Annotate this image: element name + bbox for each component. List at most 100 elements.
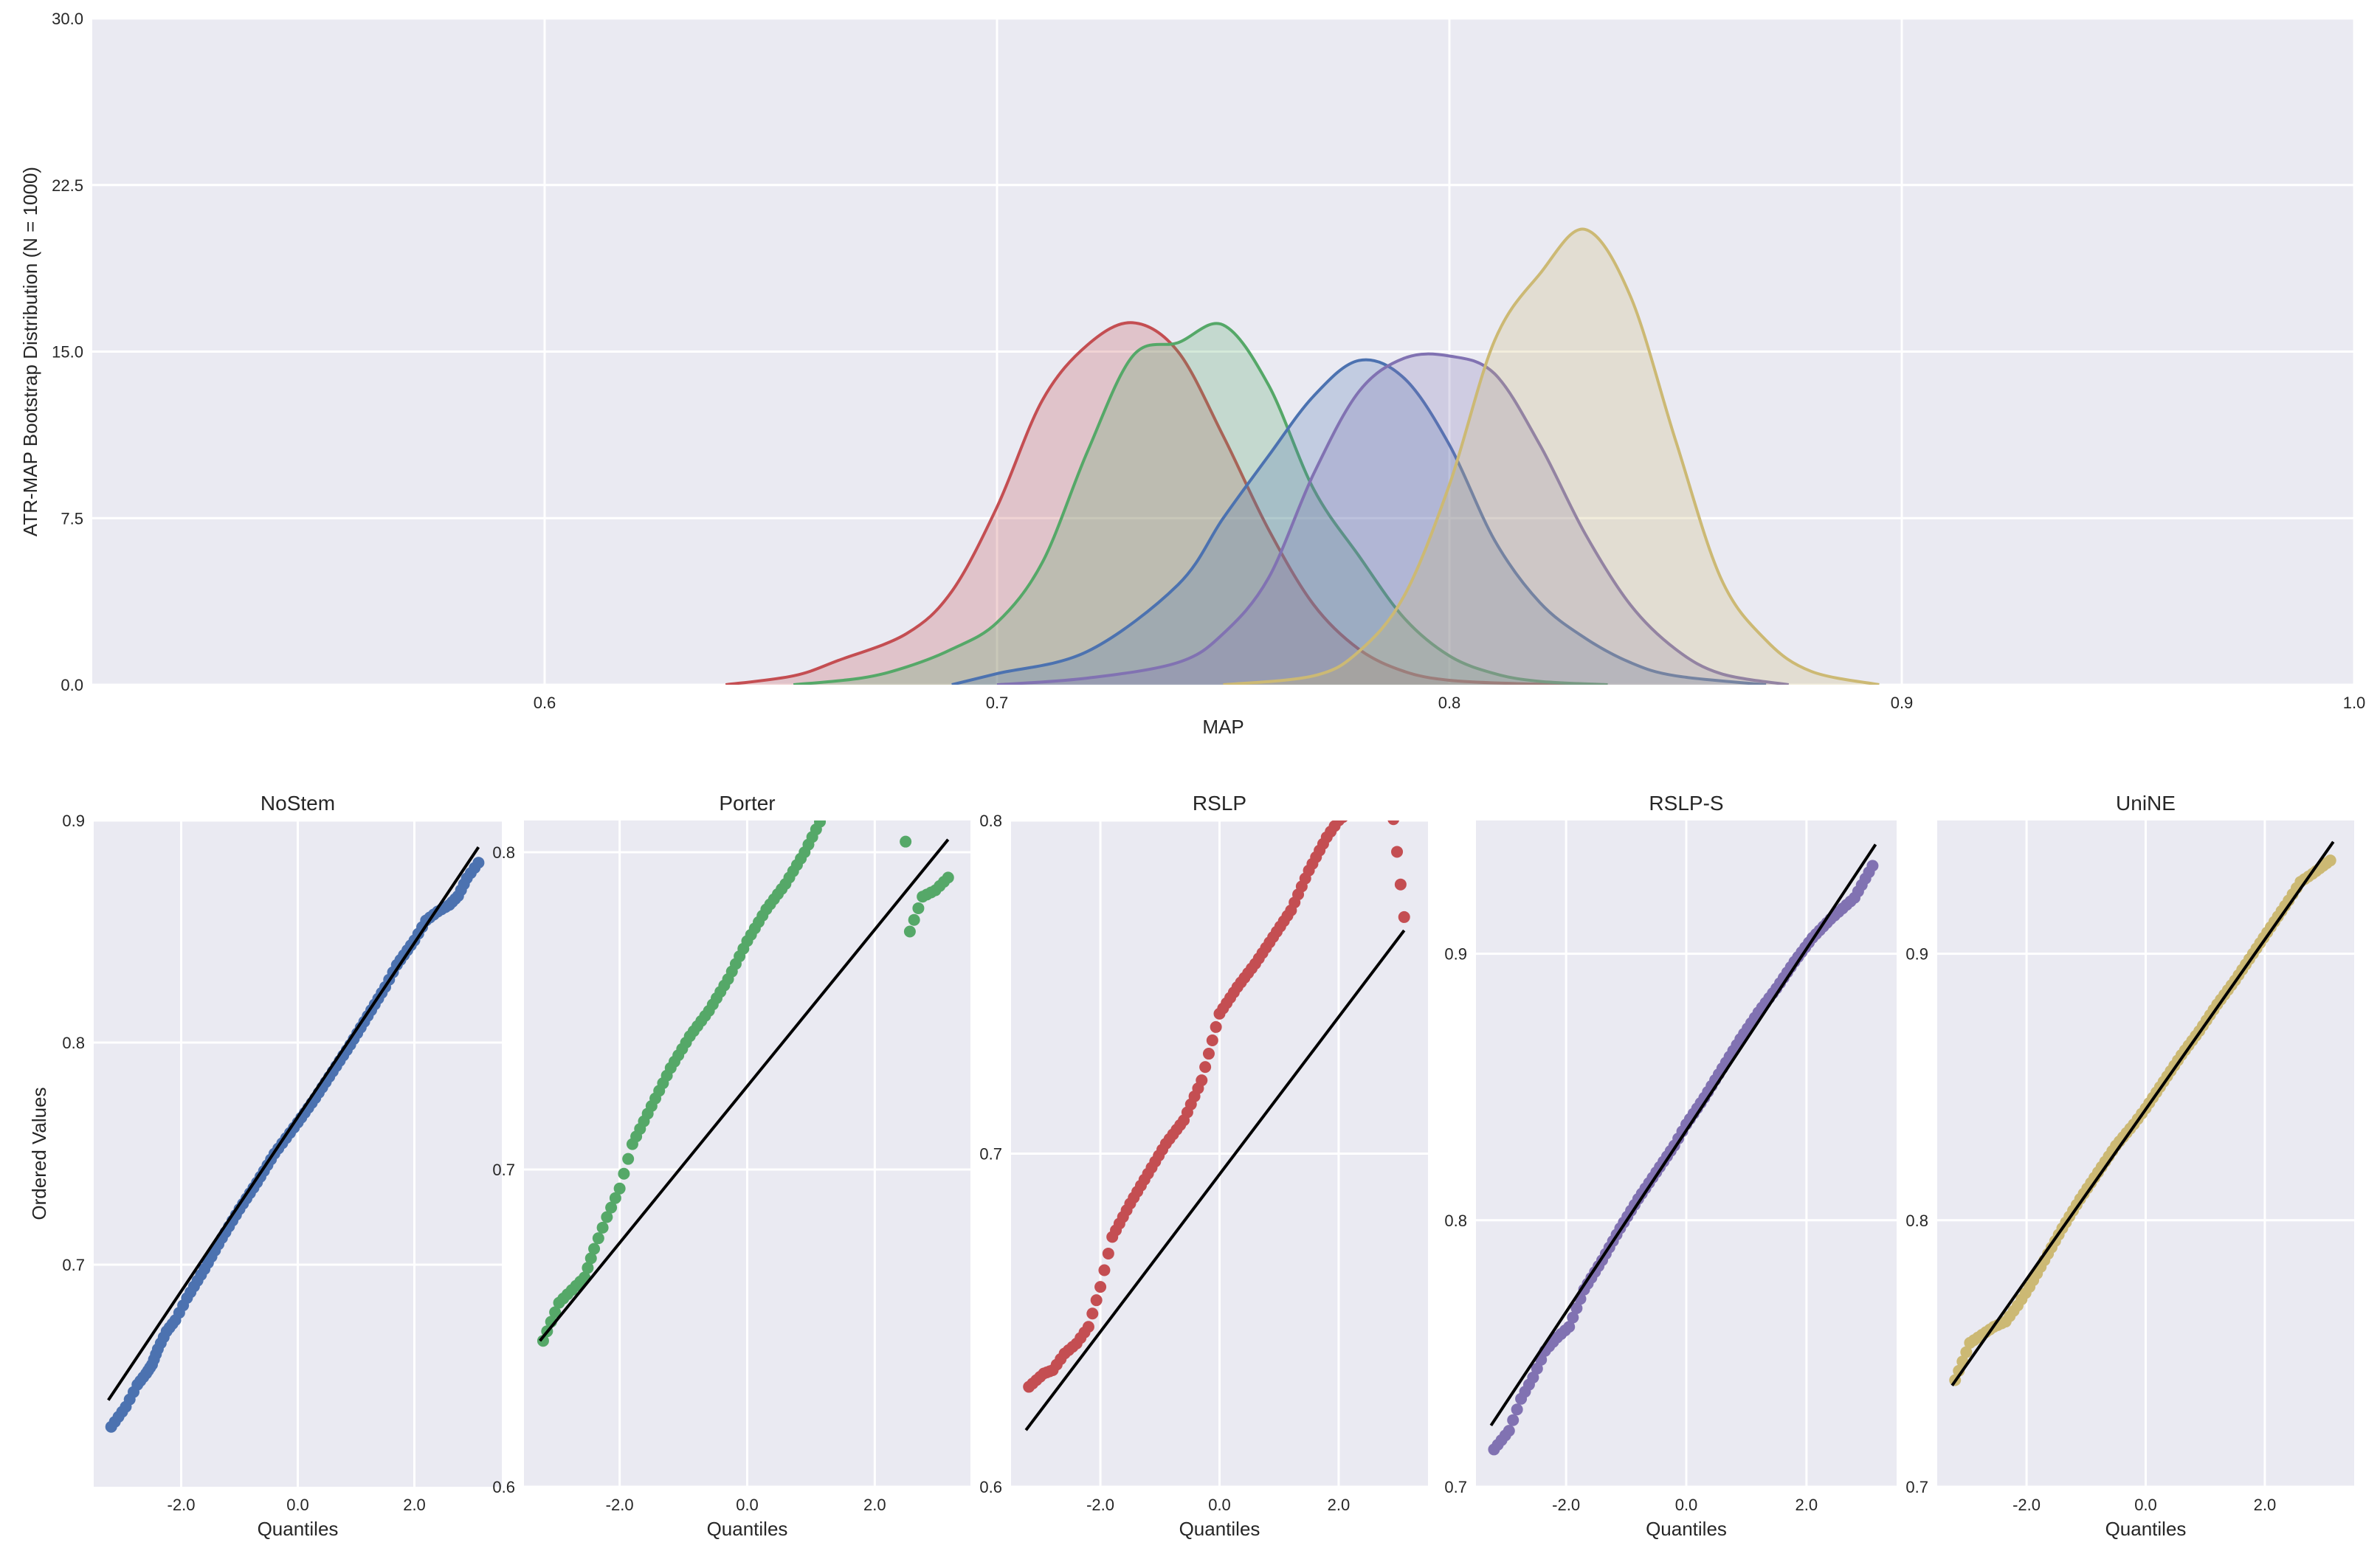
qq-point [1082,1321,1094,1333]
qq-point [1381,748,1393,760]
panel-title: NoStem [261,792,335,815]
y-tick-label: 15.0 [52,343,83,362]
qq-point [1373,759,1384,771]
panel-1: -2.0 0.0 2.0 0.7 0.8 0.9 Quantiles Ordered Valu… [28,792,502,1540]
plot-area [537,685,954,1347]
y-tick-label: 0.8 [1905,1212,1928,1230]
y-tick-label: 0.9 [62,812,85,830]
qq-point [1348,797,1360,809]
x-tick-label: 2.0 [2254,1496,2277,1514]
kde-line-series-2 [951,358,1767,685]
qq-point [584,1252,597,1265]
panel-5: -2.0 0.0 2.0 0.7 0.8 0.9 Quantiles UniNE [1905,792,2354,1540]
qq-point [1196,1074,1208,1087]
qq-point [908,913,920,926]
qq-point [1387,820,1399,826]
qq-point [1341,808,1353,820]
qq-point [1527,1371,1539,1383]
y-tick-label: 0.9 [1905,945,1928,964]
x-axis-label: Quantiles [2105,1518,2187,1540]
plot-area [105,846,485,1433]
qq-point [1511,1403,1523,1416]
qq-point [903,925,916,938]
qq-point [601,1211,613,1223]
qq-point [814,820,827,828]
x-tick-label: -2.0 [168,1496,196,1514]
qq-point [537,1335,549,1347]
x-tick-label: -2.0 [1086,1496,1114,1514]
panel-3: -2.0 0.0 2.0 0.6 0.7 0.8 Quantiles RSLP [979,748,1428,1540]
qq-point [1206,1034,1218,1046]
qq-point [895,746,907,758]
qq-point [1098,1264,1111,1276]
qq-point [868,707,880,719]
qq-point [1368,764,1380,776]
kde-line-series-0 [725,321,1585,685]
plot-area [1023,748,1410,1431]
x-tick-label: 0.0 [2134,1496,2157,1514]
qq-point [1102,1247,1114,1260]
kde-fill-series-0 [725,322,1585,685]
x-tick-label: 0.0 [1675,1496,1698,1514]
qq-point [613,1182,626,1195]
qq-point [1086,1307,1099,1320]
panel-title: Porter [719,792,775,815]
qq-point [1567,1311,1579,1324]
qq-point [1353,789,1365,801]
y-tick-label: 0.7 [62,1256,85,1274]
y-tick-label: 0.8 [979,812,1002,830]
x-tick-label: 0.8 [1438,694,1461,712]
qq-point [845,749,857,761]
x-tick-label: 2.0 [863,1496,886,1514]
qq-point [821,799,833,811]
kde-fill-series-2 [951,359,1767,685]
qq-point [829,781,841,793]
x-tick-label: 0.6 [534,694,556,712]
x-axis-label: Quantiles [707,1518,788,1540]
y-tick-label: 0.6 [979,1478,1002,1496]
qq-point [1384,781,1396,792]
qq-point [852,733,864,745]
qq-point [837,764,849,775]
y-tick-label: 0.8 [62,1034,85,1052]
qq-fit-line [539,838,950,1342]
kde-line-series-3 [996,352,1790,685]
qq-point [1090,1294,1103,1307]
qq-point [1210,1020,1222,1033]
qq-point [2324,854,2336,867]
qq-point [609,1192,621,1204]
qq-point [1866,860,1879,872]
qq-fit-line [1489,843,1877,1427]
qq-point [1202,1048,1215,1060]
x-axis-label: Quantiles [258,1518,339,1540]
x-tick-label: -2.0 [1552,1496,1580,1514]
y-tick-label: 0.0 [61,676,83,694]
qq-point [1394,878,1407,891]
qq-point [1337,820,1348,823]
x-tick-label: 1.0 [2343,694,2366,712]
qq-point [942,871,954,884]
qq-point [1531,1362,1543,1375]
qq-point [841,756,852,768]
qq-point [1365,770,1376,782]
x-tick-label: 0.9 [1891,694,1914,712]
x-axis-label: MAP [1202,716,1244,738]
qq-point [1376,753,1388,765]
y-tick-label: 0.7 [1444,1478,1467,1496]
qq-point [879,685,891,697]
y-tick-label: 0.7 [492,1161,515,1179]
y-axis-label: ATR-MAP Bootstrap Distribution (N = 1000… [19,167,41,536]
x-tick-label: -2.0 [606,1496,634,1514]
panel-2: -2.0 0.0 2.0 0.6 0.7 0.8 Quantiles Porter [492,685,970,1540]
x-tick-label: 2.0 [1796,1496,1818,1514]
x-axis-label: Quantiles [1646,1518,1727,1540]
panel-title: RSLP-S [1649,792,1723,815]
qq-point [863,713,875,725]
y-tick-label: 0.7 [1905,1478,1928,1496]
panel-4: -2.0 0.0 2.0 0.7 0.8 0.9 Quantiles RSLP-S [1444,792,1897,1540]
qq-point [1398,911,1410,923]
qq-point [849,741,860,753]
qq-point [1570,1302,1583,1314]
qq-point [900,835,912,848]
x-tick-label: 0.0 [736,1496,759,1514]
